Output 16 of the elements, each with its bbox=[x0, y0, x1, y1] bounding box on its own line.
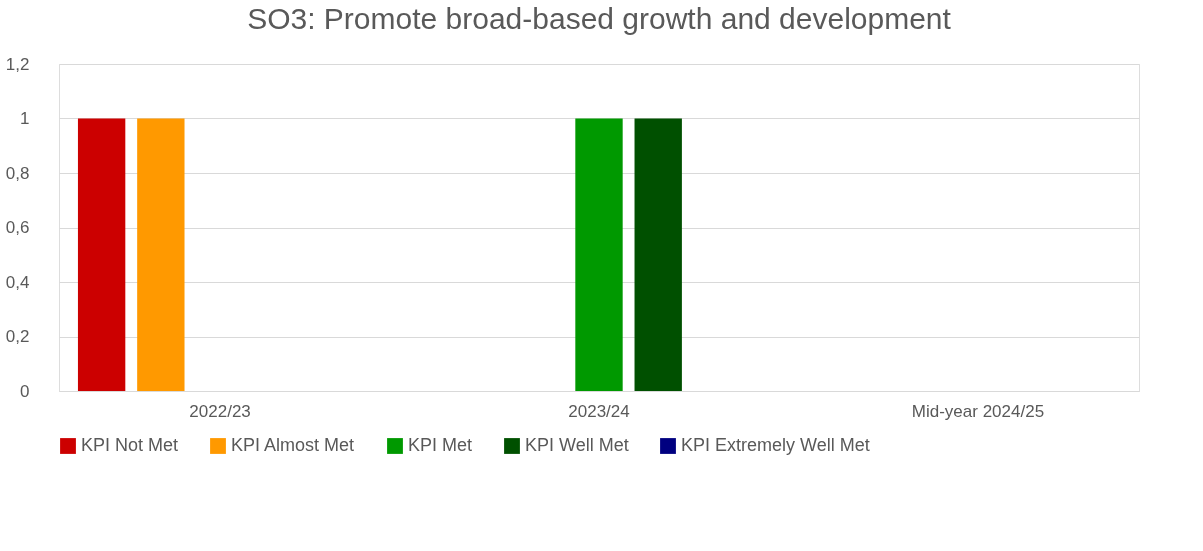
legend-label: KPI Met bbox=[408, 435, 473, 455]
y-tick-label: 0,2 bbox=[5, 327, 30, 346]
legend-label: KPI Well Met bbox=[525, 435, 629, 455]
legend-label: KPI Extremely Well Met bbox=[681, 435, 870, 455]
legend-label: KPI Almost Met bbox=[231, 435, 355, 455]
x-tick-label: 2022/23 bbox=[189, 401, 251, 421]
y-tick-label: 0,8 bbox=[5, 163, 30, 183]
y-tick-label: 0,4 bbox=[5, 272, 30, 292]
x-tick-label: Mid-year 2024/25 bbox=[911, 401, 1045, 421]
y-tick-label: 1 bbox=[20, 109, 30, 128]
x-tick-label: 2023/24 bbox=[568, 401, 630, 421]
y-tick-label: 0 bbox=[20, 381, 30, 401]
chart-title: SO3: Promote broad-based growth and development bbox=[247, 2, 952, 35]
y-tick-label: 0,6 bbox=[5, 218, 30, 237]
y-tick-label: 1,2 bbox=[5, 54, 30, 74]
legend-label: KPI Not Met bbox=[81, 435, 179, 455]
